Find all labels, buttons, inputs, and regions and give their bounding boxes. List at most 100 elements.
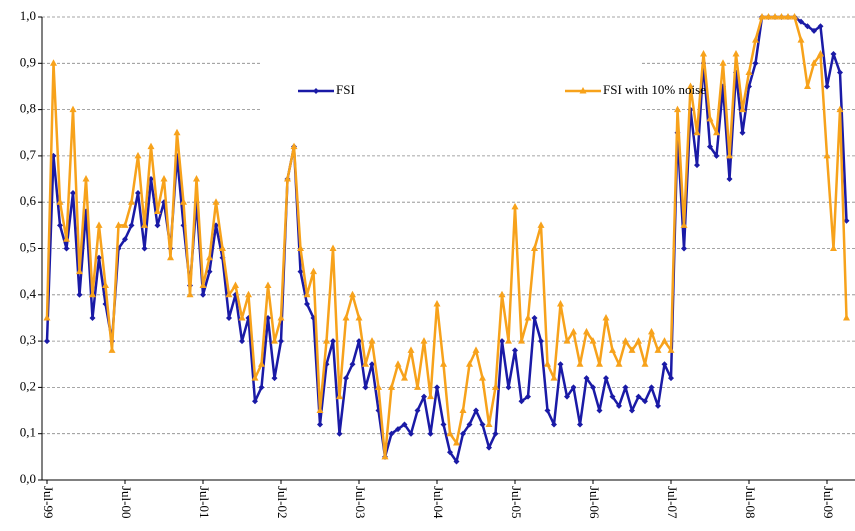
point-marker — [707, 143, 713, 150]
point-marker — [50, 59, 57, 66]
point-marker — [128, 222, 135, 229]
point-marker — [225, 290, 233, 298]
legend-label: FSI — [336, 82, 355, 97]
point-marker — [453, 438, 460, 446]
y-tick-label: 0,9 — [20, 54, 36, 69]
point-marker — [349, 361, 356, 368]
point-marker — [427, 430, 434, 437]
x-tick-label: Jul-99 — [41, 486, 56, 519]
point-marker — [271, 337, 278, 344]
y-tick-label: 0,7 — [20, 147, 37, 162]
point-marker — [642, 398, 648, 405]
point-marker — [512, 347, 518, 354]
point-marker — [329, 244, 337, 251]
point-marker — [596, 360, 603, 367]
point-marker — [564, 393, 570, 400]
point-marker — [381, 452, 389, 460]
point-marker — [589, 337, 597, 344]
point-marker — [375, 383, 382, 390]
point-marker — [655, 402, 661, 409]
point-marker — [421, 393, 427, 400]
point-marker — [427, 392, 434, 400]
point-marker — [63, 235, 70, 242]
point-marker — [349, 290, 356, 298]
legend-label: FSI with 10% noise — [603, 82, 706, 97]
point-marker — [830, 244, 837, 251]
point-marker — [843, 217, 850, 224]
point-marker — [459, 406, 467, 414]
x-tick-label: Jul-04 — [431, 486, 446, 519]
point-marker — [479, 421, 486, 428]
point-marker — [557, 361, 564, 368]
point-marker — [537, 221, 545, 228]
point-marker — [89, 314, 96, 321]
point-marker — [674, 105, 681, 113]
point-marker — [434, 384, 440, 391]
point-marker — [531, 244, 538, 251]
point-marker — [758, 13, 766, 20]
point-marker — [290, 142, 298, 150]
point-marker — [362, 360, 369, 367]
point-marker — [310, 267, 317, 275]
point-marker — [499, 338, 505, 345]
point-marker — [810, 59, 818, 66]
point-marker — [446, 429, 454, 437]
series-line — [45, 15, 848, 459]
y-tick-label: 0,6 — [20, 193, 37, 208]
point-marker — [837, 69, 843, 76]
point-marker — [784, 13, 792, 20]
point-marker — [453, 458, 460, 465]
point-marker — [661, 361, 668, 368]
point-marker — [466, 421, 473, 428]
point-marker — [524, 313, 532, 321]
point-marker — [407, 346, 415, 353]
y-tick-label: 0,5 — [20, 239, 36, 254]
point-marker — [732, 50, 740, 57]
x-tick-label: Jul-03 — [353, 486, 368, 519]
point-marker — [609, 393, 616, 400]
point-marker — [342, 313, 350, 321]
x-tick-label: Jul-05 — [509, 486, 524, 519]
point-marker — [57, 222, 63, 229]
y-tick-label: 0,2 — [20, 378, 36, 393]
x-tick-label: Jul-07 — [665, 486, 680, 519]
point-marker — [232, 281, 239, 289]
point-marker — [486, 444, 492, 451]
point-marker — [739, 105, 746, 113]
point-marker — [544, 360, 551, 367]
point-marker — [440, 360, 447, 367]
point-marker — [121, 221, 129, 228]
point-marker — [557, 300, 564, 307]
point-marker — [518, 337, 525, 344]
point-marker — [680, 221, 688, 228]
x-tick-label: Jul-01 — [197, 486, 212, 519]
point-marker — [719, 59, 727, 66]
point-marker — [251, 374, 259, 381]
x-tick-label: Jul-00 — [119, 486, 134, 519]
point-marker — [622, 337, 629, 344]
point-marker — [134, 151, 142, 159]
point-marker — [505, 337, 512, 344]
point-marker — [167, 253, 174, 261]
point-marker — [193, 175, 200, 182]
point-marker — [577, 421, 583, 428]
point-marker — [602, 313, 610, 321]
point-marker — [550, 374, 558, 381]
point-marker — [154, 207, 161, 214]
point-marker — [408, 430, 414, 437]
point-marker — [824, 83, 830, 90]
point-marker — [271, 375, 278, 382]
point-marker — [576, 360, 584, 367]
point-marker — [388, 430, 395, 437]
point-marker — [226, 314, 232, 321]
point-marker — [219, 244, 226, 251]
point-marker — [89, 290, 96, 298]
point-marker — [739, 129, 746, 136]
point-marker — [473, 407, 479, 414]
point-marker — [394, 360, 402, 367]
point-marker — [823, 151, 831, 159]
point-marker — [258, 360, 265, 367]
point-marker — [615, 360, 623, 367]
point-marker — [563, 337, 571, 344]
point-marker — [278, 338, 284, 345]
